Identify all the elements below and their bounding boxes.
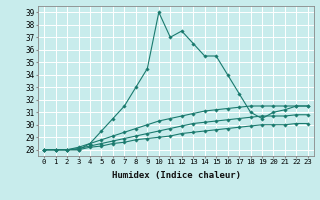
X-axis label: Humidex (Indice chaleur): Humidex (Indice chaleur) [111,171,241,180]
